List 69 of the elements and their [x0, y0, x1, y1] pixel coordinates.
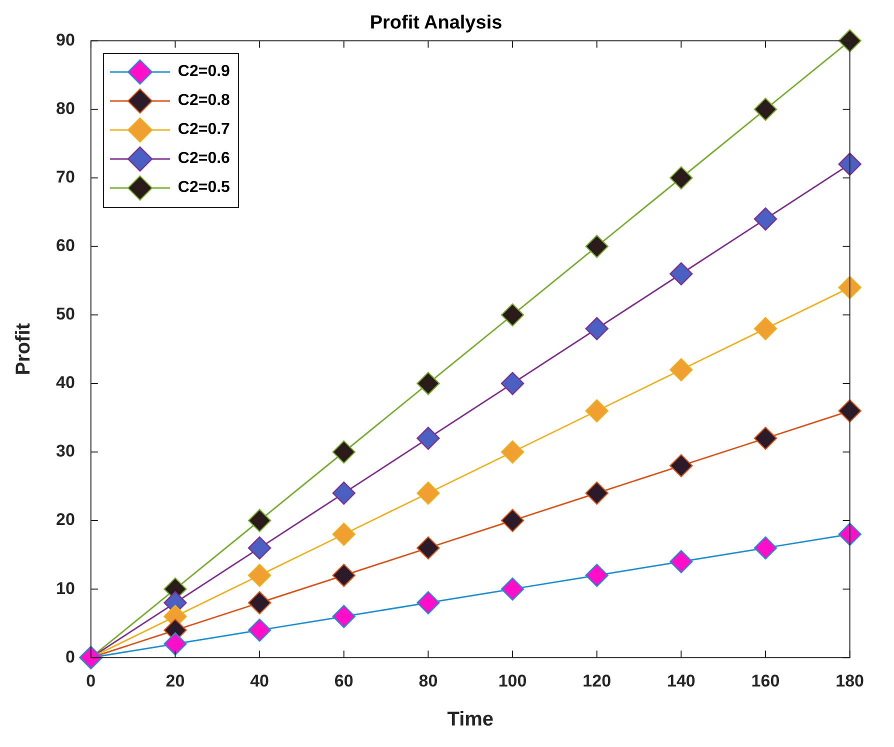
point [585, 482, 608, 505]
point [670, 454, 693, 478]
x-tick-label: 160 [751, 671, 780, 690]
y-tick-label: 70 [56, 168, 75, 187]
point [500, 508, 524, 532]
x-tick-label: 100 [498, 671, 527, 690]
point [500, 372, 524, 396]
x-tick-label: 0 [86, 671, 96, 690]
point [248, 536, 272, 560]
legend-label: C2=0.9 [178, 63, 230, 82]
point [248, 508, 272, 532]
point [754, 207, 778, 231]
point [332, 604, 356, 628]
point [838, 276, 862, 300]
point [416, 372, 440, 396]
point [416, 426, 440, 450]
point [416, 591, 440, 614]
y-tick-label: 0 [65, 647, 75, 666]
point [416, 482, 440, 505]
point [838, 29, 862, 52]
point [754, 317, 778, 340]
point [500, 303, 524, 327]
point [670, 166, 693, 190]
point [332, 522, 356, 546]
point [585, 399, 608, 422]
chart-title: Profit Analysis [370, 12, 502, 34]
point [500, 577, 524, 601]
y-tick-label: 80 [56, 99, 75, 118]
point [416, 536, 440, 560]
point [670, 550, 693, 574]
y-tick-label: 30 [56, 442, 75, 461]
y-tick-label: 10 [56, 578, 75, 598]
point [670, 262, 693, 286]
point [585, 564, 608, 587]
point [500, 440, 524, 464]
y-axis-title: Profit [12, 322, 35, 376]
y-tick-label: 60 [56, 236, 75, 256]
point [838, 152, 862, 176]
legend-label: C2=0.8 [178, 92, 230, 110]
x-tick-label: 60 [334, 671, 354, 690]
x-tick-label: 120 [582, 671, 612, 690]
x-tick-label: 140 [666, 671, 696, 690]
point [838, 399, 862, 422]
point [332, 440, 356, 464]
point [248, 591, 272, 614]
point [585, 317, 608, 340]
point [248, 618, 272, 642]
x-tick-label: 180 [836, 671, 864, 690]
legend-label: C2=0.7 [178, 121, 230, 140]
point [332, 564, 356, 587]
x-tick-label: 20 [166, 671, 185, 690]
point [332, 482, 356, 505]
y-tick-label: 40 [56, 373, 75, 392]
point [754, 536, 778, 560]
y-tick-label: 20 [56, 510, 75, 530]
point [585, 234, 608, 258]
x-axis-title: Time [447, 708, 494, 731]
point [164, 632, 187, 656]
point [838, 522, 862, 546]
y-tick-label: 50 [56, 304, 75, 324]
y-tick-label: 90 [56, 30, 75, 50]
point [754, 98, 778, 121]
point [670, 358, 693, 382]
legend-label: C2=0.6 [178, 150, 230, 168]
x-tick-label: 80 [418, 671, 438, 690]
legend-label: C2=0.5 [178, 179, 230, 198]
x-tick-label: 40 [250, 671, 270, 690]
point [754, 426, 778, 450]
point [248, 564, 272, 587]
